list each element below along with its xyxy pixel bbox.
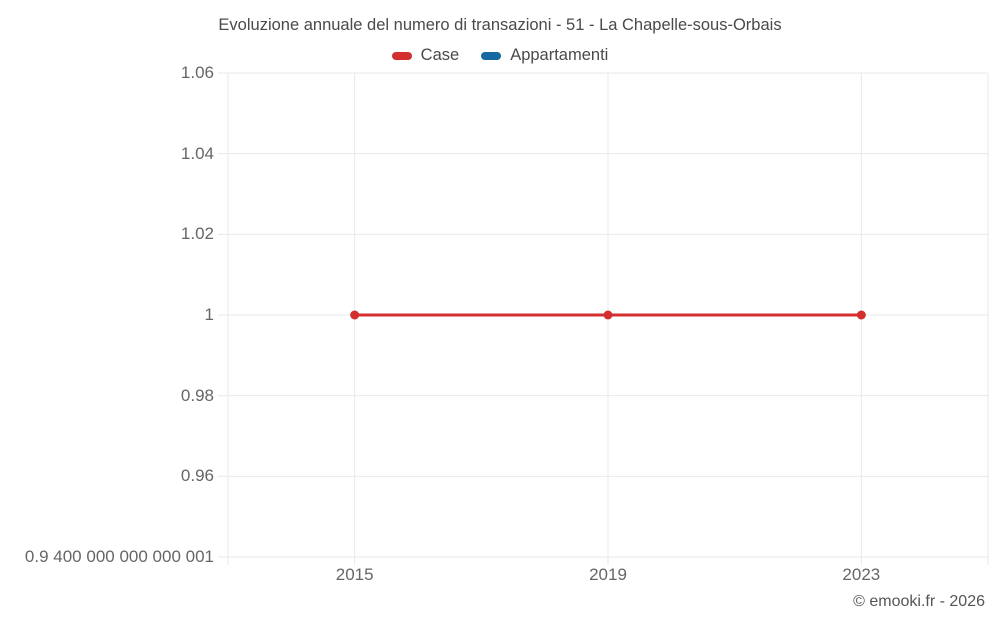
legend-item-case[interactable]: Case xyxy=(391,46,460,65)
legend-label: Case xyxy=(420,46,460,64)
x-tick-label: 2023 xyxy=(842,565,881,584)
legend-swatch-appartamenti xyxy=(481,51,502,60)
legend: Case Appartamenti xyxy=(0,46,1000,65)
data-point-case[interactable] xyxy=(350,310,360,320)
y-tick-label: 0.96 xyxy=(180,466,214,486)
y-tick-label: 0.98 xyxy=(180,385,214,405)
y-tick-label: 0.9 400 000 000 000 001 xyxy=(24,547,214,566)
data-point-case[interactable] xyxy=(603,310,613,320)
y-tick-label: 1.06 xyxy=(180,63,214,82)
chart-title: Evoluzione annuale del numero di transaz… xyxy=(218,16,782,34)
legend-swatch-case xyxy=(391,51,412,60)
legend-label: Appartamenti xyxy=(510,46,609,64)
y-tick-label: 1 xyxy=(204,305,214,324)
legend-item-appartamenti[interactable]: Appartamenti xyxy=(481,46,608,65)
y-tick-label: 1.02 xyxy=(180,224,214,244)
x-tick-label: 2015 xyxy=(335,565,374,584)
footer-credit: © emooki.fr - 2026 xyxy=(853,593,985,610)
y-tick-label: 1.04 xyxy=(180,143,214,163)
x-tick-label: 2019 xyxy=(589,565,627,584)
data-point-case[interactable] xyxy=(856,310,866,320)
